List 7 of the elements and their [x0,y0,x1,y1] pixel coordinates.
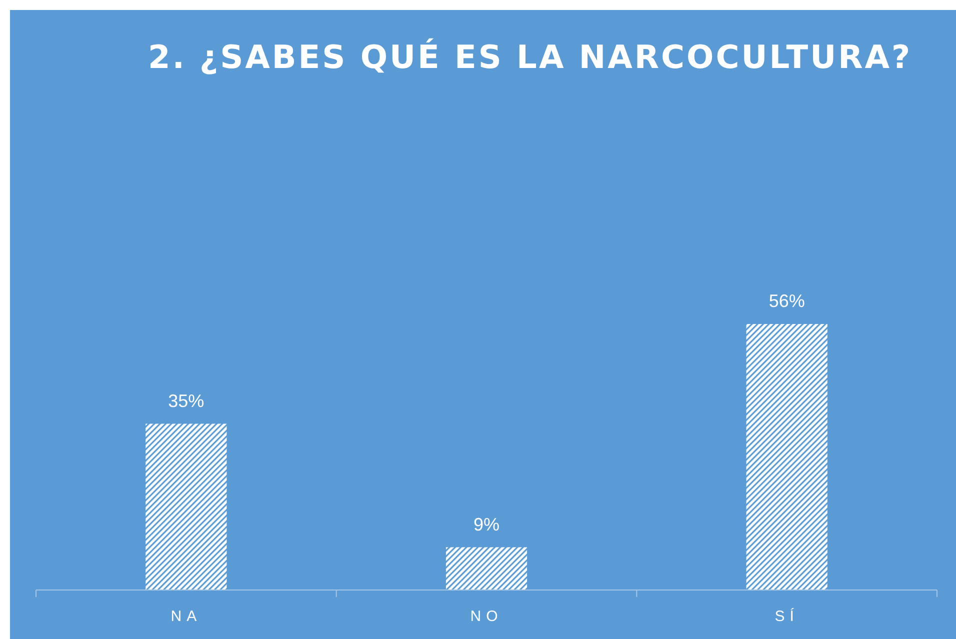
data-label: 9% [473,514,500,534]
data-label: 35% [168,390,204,411]
chart-title: 2. ¿SABES QUÉ ES LA NARCOCULTURA? [148,38,912,76]
x-tick-label: NO [470,608,503,625]
x-tick-label: SÍ [774,607,799,625]
x-tick-label: NA [170,608,202,625]
data-label: 56% [768,291,805,311]
